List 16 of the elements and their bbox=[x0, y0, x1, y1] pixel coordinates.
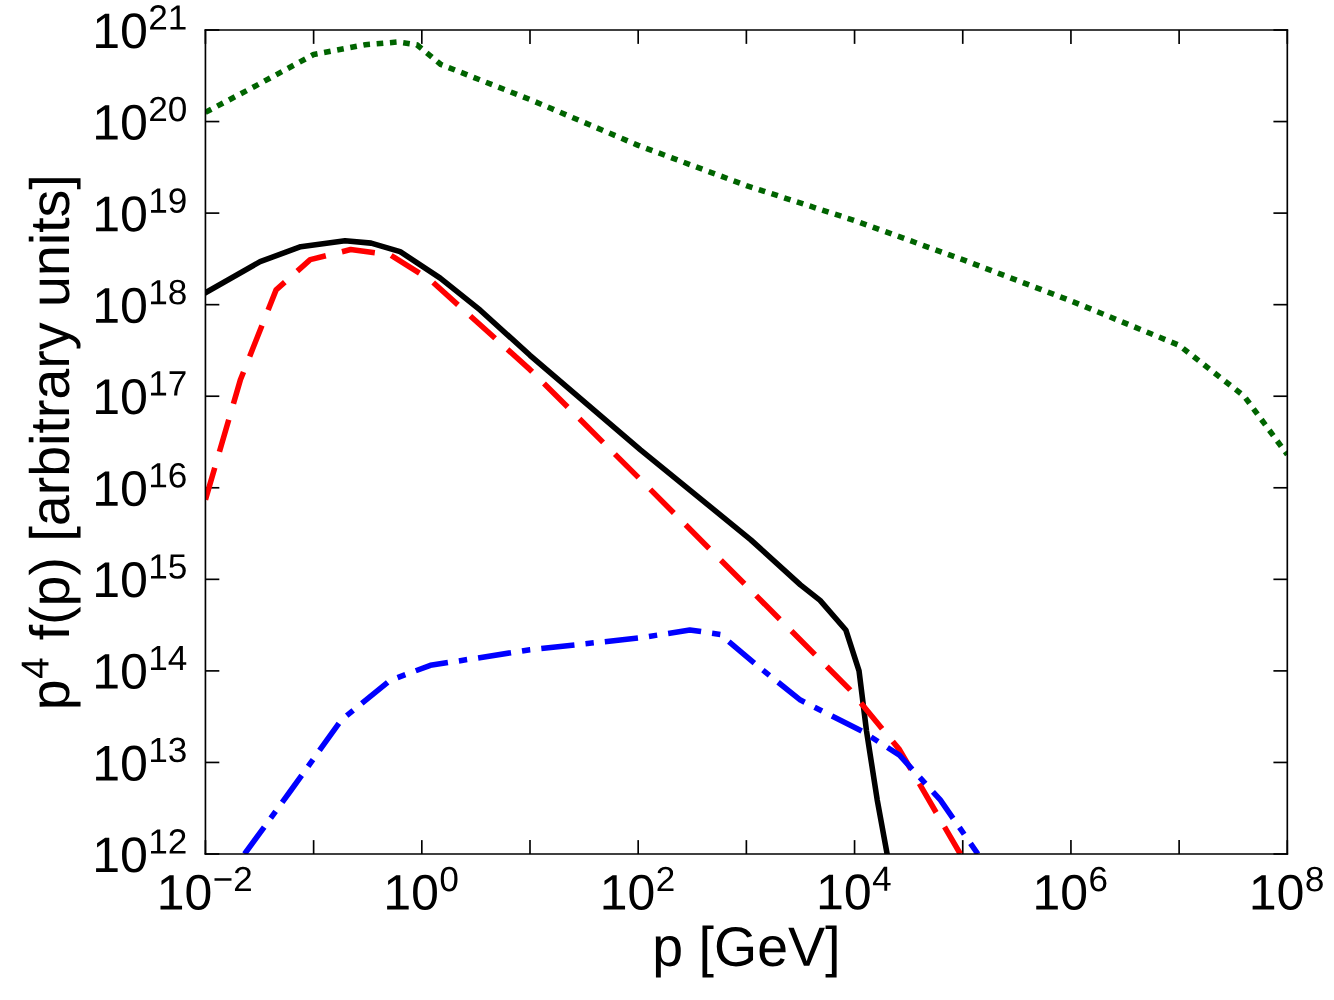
y-tick-label: 10$^{14}$ bbox=[96, 646, 187, 690]
x-tick-label: 10$^{2}$ bbox=[603, 866, 674, 911]
y-tick-label: 10$^{15}$ bbox=[96, 554, 186, 598]
x-tick-label: 10$^{0}$ bbox=[387, 866, 458, 911]
y-axis-title: p$^{4}$ f(p) [arbitrary units] bbox=[21, 178, 81, 707]
x-axis-title: p [GeV] bbox=[655, 925, 837, 978]
y-tick-label: 10$^{17}$ bbox=[96, 371, 186, 415]
y-tick-label: 10$^{13}$ bbox=[96, 737, 186, 781]
y-tick-label: 10$^{16}$ bbox=[96, 462, 186, 507]
x-tick-label: 10$^{8}$ bbox=[1252, 866, 1323, 911]
y-tick-label: 10$^{21}$ bbox=[96, 5, 186, 49]
y-tick-label: 10$^{18}$ bbox=[96, 279, 186, 324]
x-tick-label: 10$^{6}$ bbox=[1036, 866, 1107, 911]
y-tick-label: 10$^{19}$ bbox=[96, 188, 186, 232]
y-tick-label: 10$^{20}$ bbox=[96, 96, 186, 141]
x-tick-label: 10$^{4}$ bbox=[819, 866, 891, 910]
